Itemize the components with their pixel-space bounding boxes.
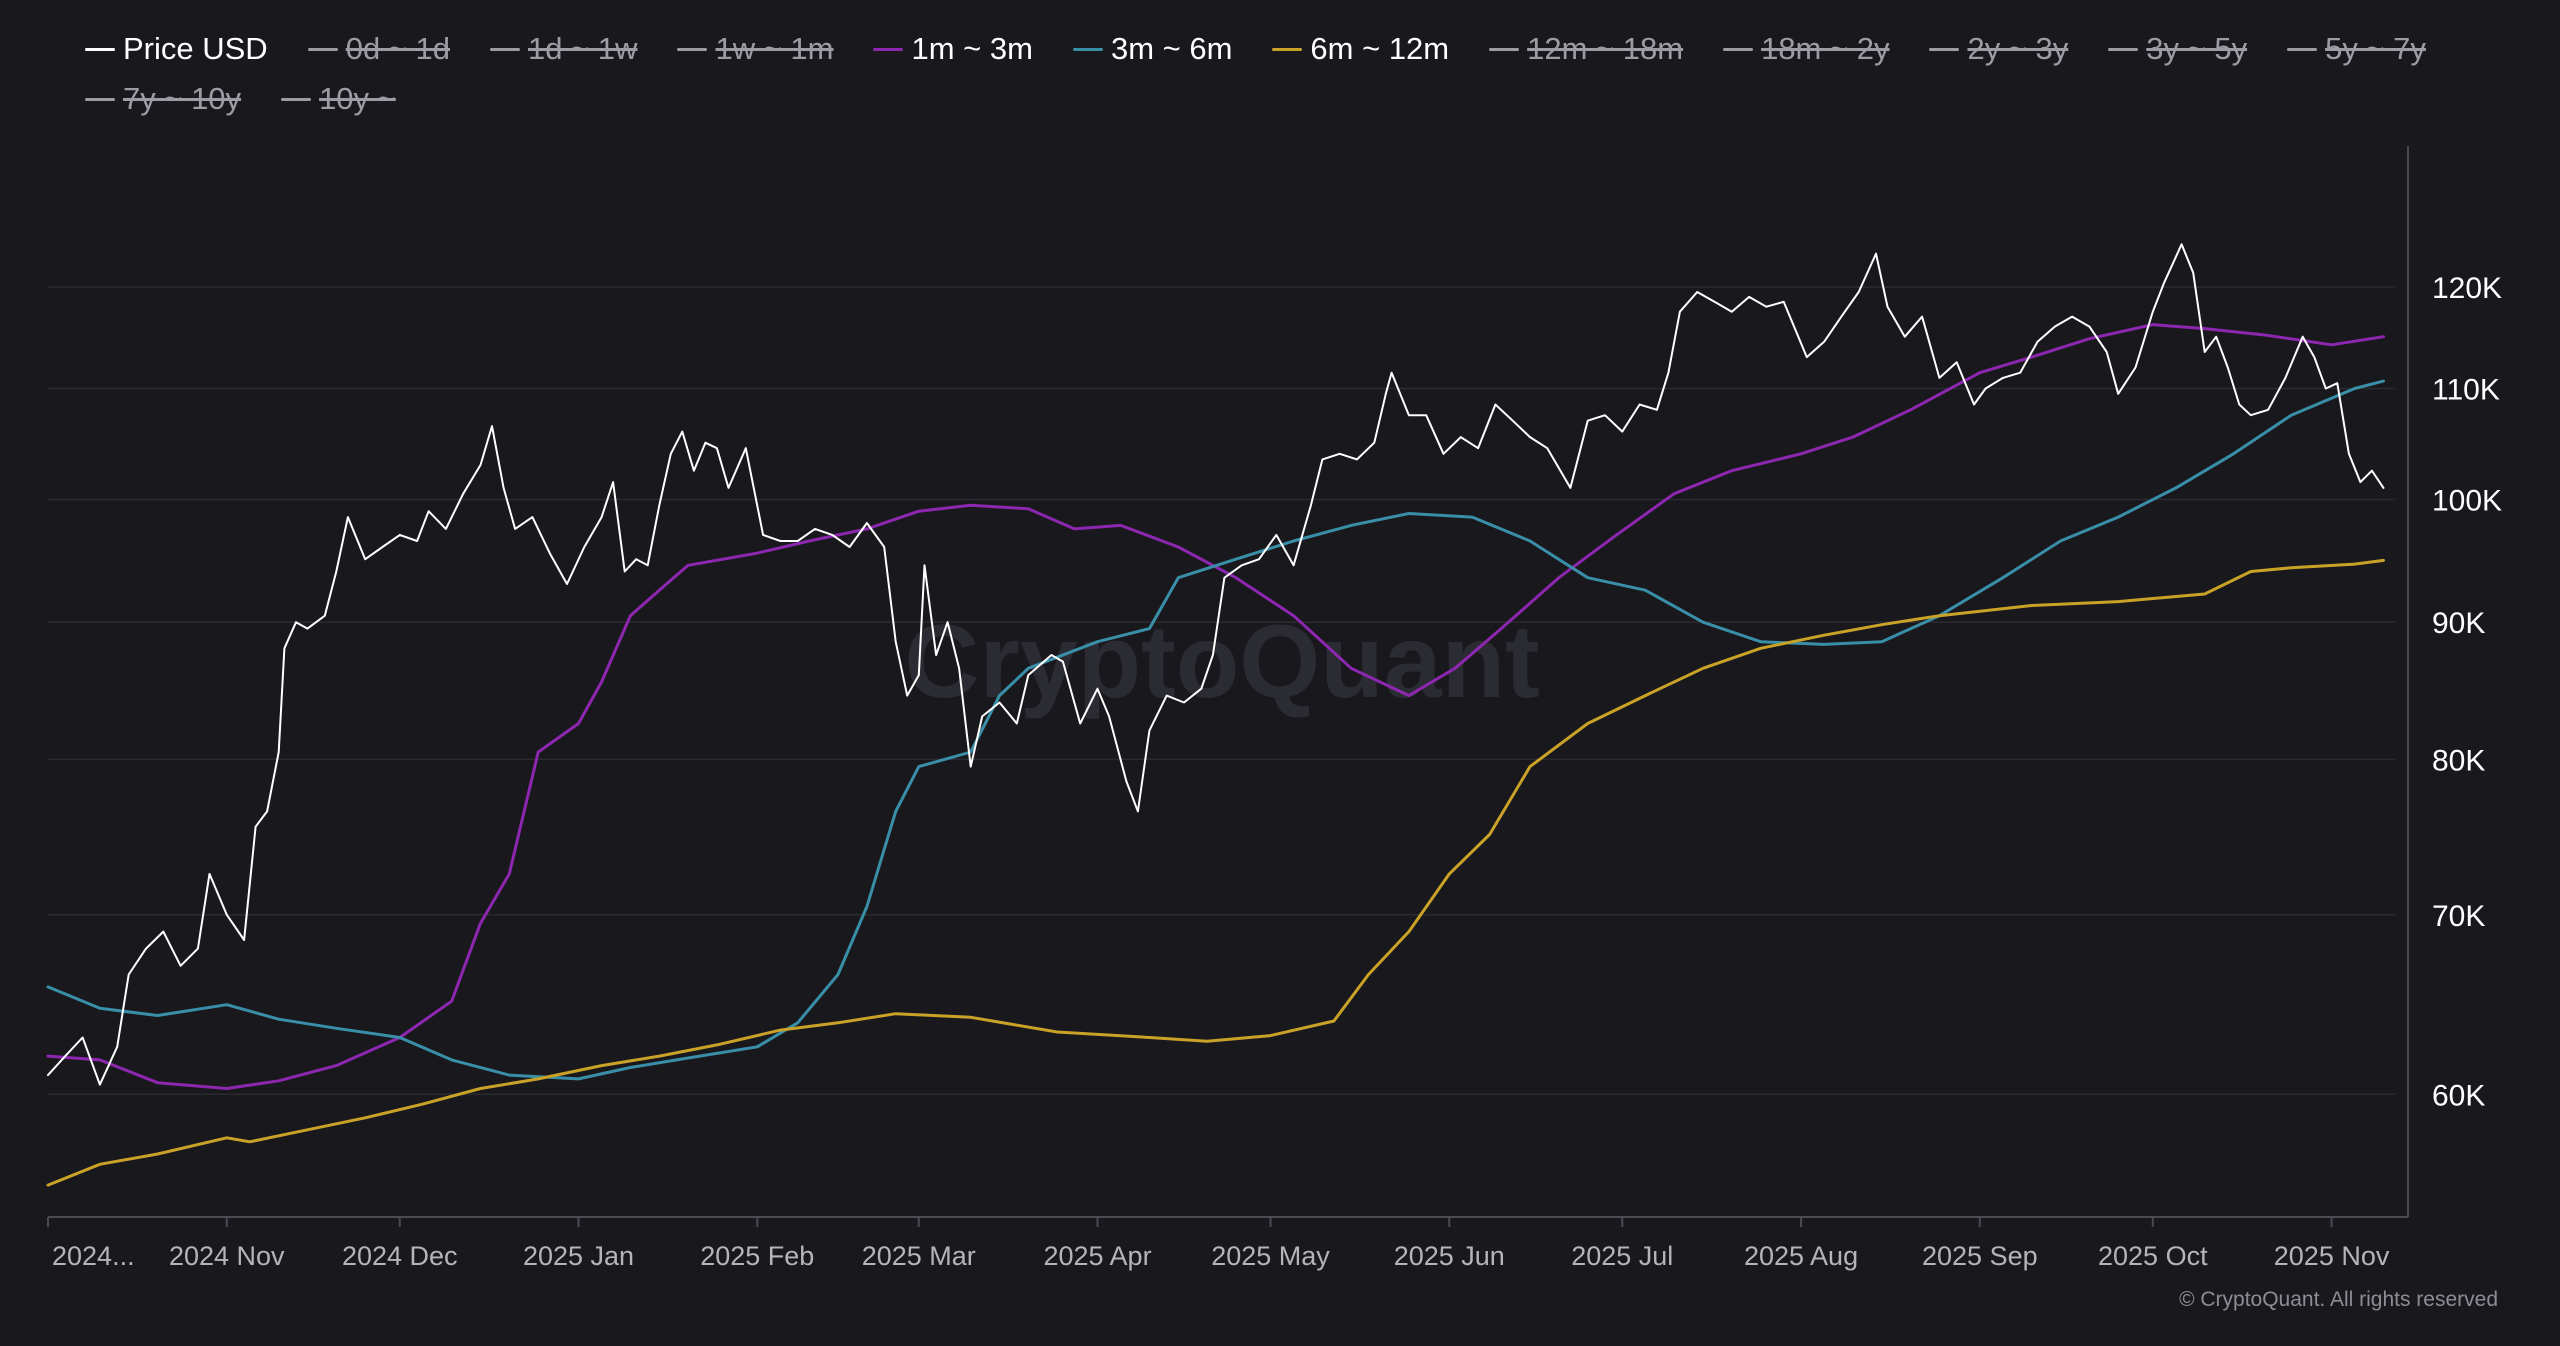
legend-label: 12m ~ 18m [1527, 31, 1684, 66]
legend-swatch [2287, 47, 2318, 51]
legend-label: 6m ~ 12m [1310, 31, 1450, 66]
series-line-3m-6m [46, 379, 2385, 1081]
x-tick-label: 2025 Oct [2098, 1241, 2208, 1271]
y-tick-label: 110K [2432, 373, 2500, 406]
series-line-6m-12m [46, 558, 2385, 1187]
legend-item-2[interactable]: 1d ~ 1w [490, 28, 637, 70]
legend-swatch [1272, 47, 1303, 51]
copyright-text: © CryptoQuant. All rights reserved [2179, 1288, 2498, 1311]
legend-label: 18m ~ 2y [1761, 31, 1890, 66]
legend-label: Price USD [123, 31, 268, 66]
legend-swatch [873, 47, 904, 51]
x-tick-label: 2025 Nov [2274, 1241, 2390, 1271]
legend-label: 0d ~ 1d [345, 31, 450, 66]
x-tick-label: 2025 Jul [1571, 1241, 1673, 1271]
legend-swatch [1723, 47, 1754, 51]
legend-item-10[interactable]: 3y ~ 5y [2108, 28, 2247, 70]
legend-label: 10y ~ [319, 81, 396, 116]
legend-swatch [1072, 47, 1103, 51]
legend-swatch [307, 47, 338, 51]
x-tick-label: 2025 Apr [1043, 1241, 1151, 1271]
x-tick-label: 2025 Mar [862, 1241, 976, 1271]
y-tick-label: 100K [2432, 484, 2502, 517]
legend-label: 7y ~ 10y [123, 81, 242, 116]
legend-item-1[interactable]: 0d ~ 1d [307, 28, 450, 70]
legend-swatch [85, 47, 115, 51]
axes: 60K 70K 80K 90K 100K 110K 120K 2024... 2024 Nov 2… [47, 146, 2502, 1271]
y-tick-label: 60K [2432, 1079, 2485, 1112]
series-lines [46, 243, 2385, 1187]
legend-label: 1w ~ 1m [715, 31, 834, 66]
series-line-1m-3m [46, 323, 2385, 1090]
y-tick-label: 70K [2432, 900, 2485, 933]
x-tick-label: 2024... [52, 1241, 135, 1271]
x-tick-label: 2025 Feb [700, 1241, 814, 1271]
legend-item-6[interactable]: 6m ~ 12m [1272, 28, 1449, 70]
legend-label: 3y ~ 5y [2146, 31, 2248, 66]
legend-swatch [1929, 47, 1960, 51]
legend-swatch [2108, 47, 2139, 51]
legend-label: 5y ~ 7y [2325, 31, 2426, 66]
x-tick-label: 2025 May [1211, 1241, 1330, 1271]
y-tick-label: 90K [2432, 607, 2485, 640]
legend-swatch [85, 97, 115, 101]
x-tick-label: 2025 Jun [1394, 1241, 1505, 1271]
watermark-text: CryptoQuant [904, 604, 1540, 720]
y-tick-label: 120K [2432, 272, 2502, 305]
x-tick-label: 2024 Dec [342, 1241, 458, 1271]
x-tick-label: 2025 Sep [1922, 1241, 2038, 1271]
legend-item-4[interactable]: 1m ~ 3m [873, 28, 1033, 70]
legend-item-13[interactable]: 10y ~ [281, 78, 396, 120]
legend-label: 1d ~ 1w [528, 31, 638, 66]
x-tick-label: 2025 Aug [1744, 1241, 1858, 1271]
legend-item-12[interactable]: 7y ~ 10y [85, 78, 241, 120]
legend-item-11[interactable]: 5y ~ 7y [2287, 28, 2426, 70]
x-tick-label: 2024 Nov [169, 1241, 285, 1271]
legend-item-9[interactable]: 2y ~ 3y [1929, 28, 2068, 70]
legend-item-5[interactable]: 3m ~ 6m [1072, 28, 1233, 70]
legend-swatch [677, 47, 708, 51]
legend-item-8[interactable]: 18m ~ 2y [1723, 28, 1889, 70]
legend-label: 2y ~ 3y [1967, 31, 2069, 66]
legend-item-3[interactable]: 1w ~ 1m [677, 28, 833, 70]
legend-item-7[interactable]: 12m ~ 18m [1489, 28, 1683, 70]
legend-item-0[interactable]: Price USD [85, 28, 268, 70]
legend-swatch [281, 97, 312, 101]
series-line-price-usd [47, 243, 2385, 1086]
legend-swatch [1489, 47, 1520, 51]
legend-label: 1m ~ 3m [911, 31, 1033, 66]
grid-lines [48, 286, 2395, 1096]
chart-legend: Price USD 0d ~ 1d 1d ~ 1w 1w ~ 1m 1m ~ 3m 3m … [85, 28, 2525, 120]
y-tick-label: 80K [2432, 744, 2485, 777]
x-tick-label: 2025 Jan [523, 1241, 634, 1271]
legend-label: 3m ~ 6m [1110, 31, 1233, 66]
legend-swatch [490, 47, 520, 51]
